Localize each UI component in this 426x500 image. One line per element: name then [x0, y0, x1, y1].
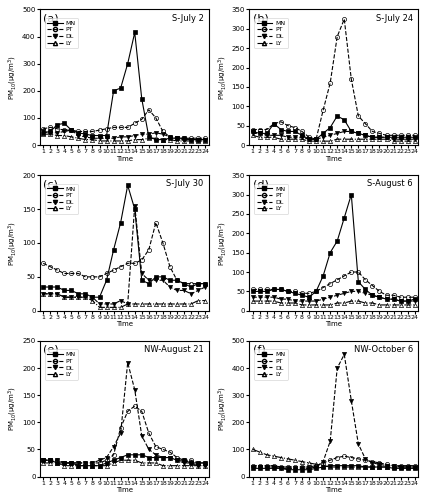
Text: (a): (a)	[43, 14, 59, 24]
X-axis label: Time: Time	[325, 487, 342, 493]
X-axis label: Time: Time	[325, 156, 342, 162]
Legend: MN, PT, DL, LY: MN, PT, DL, LY	[254, 350, 288, 380]
Text: S-August 6: S-August 6	[368, 180, 413, 188]
X-axis label: Time: Time	[116, 487, 132, 493]
Y-axis label: PM$_{10}$(μg/m$^3$): PM$_{10}$(μg/m$^3$)	[216, 220, 229, 266]
Text: S-July 30: S-July 30	[166, 180, 204, 188]
Text: S-July 2: S-July 2	[172, 14, 204, 22]
Text: S-July 24: S-July 24	[376, 14, 413, 22]
X-axis label: Time: Time	[325, 322, 342, 328]
Text: (c): (c)	[43, 180, 58, 190]
X-axis label: Time: Time	[116, 156, 132, 162]
Text: NW-October 6: NW-October 6	[354, 345, 413, 354]
Legend: MN, PT, DL, LY: MN, PT, DL, LY	[44, 184, 78, 214]
Text: (b): (b)	[253, 14, 268, 24]
Text: (d): (d)	[253, 180, 268, 190]
Legend: MN, PT, DL, LY: MN, PT, DL, LY	[44, 350, 78, 380]
Legend: MN, PT, DL, LY: MN, PT, DL, LY	[254, 184, 288, 214]
Y-axis label: PM$_{10}$(μg/m$^3$): PM$_{10}$(μg/m$^3$)	[7, 54, 19, 100]
Text: NW-August 21: NW-August 21	[144, 345, 204, 354]
Text: (f): (f)	[253, 345, 265, 355]
Y-axis label: PM$_{10}$(μg/m$^3$): PM$_{10}$(μg/m$^3$)	[7, 220, 19, 266]
Y-axis label: PM$_{10}$(μg/m$^3$): PM$_{10}$(μg/m$^3$)	[216, 54, 229, 100]
Legend: MN, PT, DL, LY: MN, PT, DL, LY	[254, 18, 288, 48]
X-axis label: Time: Time	[116, 322, 132, 328]
Legend: MN, PT, DL, LY: MN, PT, DL, LY	[44, 18, 78, 48]
Y-axis label: PM$_{10}$(μg/m$^3$): PM$_{10}$(μg/m$^3$)	[7, 386, 19, 432]
Text: (e): (e)	[43, 345, 59, 355]
Y-axis label: PM$_{10}$(μg/m$^3$): PM$_{10}$(μg/m$^3$)	[216, 386, 229, 432]
